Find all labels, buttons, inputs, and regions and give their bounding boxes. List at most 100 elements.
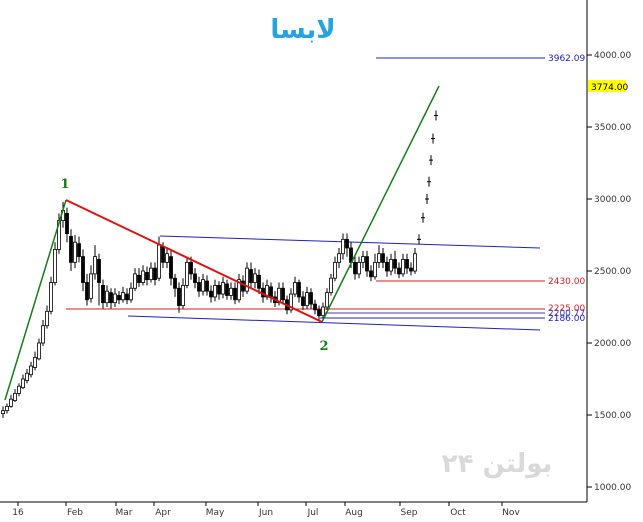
- candle-body: [109, 292, 113, 304]
- candle-body: [405, 259, 409, 269]
- y-tick-label-3500: 3500.00: [594, 123, 631, 133]
- candle-body: [229, 287, 233, 296]
- current-price-label: 3774.00: [591, 83, 628, 93]
- price-levels: 3962.09 2430.00 2225.00 2200.77 2186.00: [66, 54, 585, 324]
- y-tick-label-4000: 4000.00: [594, 51, 631, 61]
- candle-body: [277, 287, 281, 304]
- candle-body: [345, 238, 349, 249]
- candle-body: [361, 256, 365, 263]
- candle-body: [77, 243, 81, 257]
- candle-body: [205, 280, 209, 292]
- level-label-2225: 2225.00: [548, 304, 585, 314]
- candle-body: [373, 261, 377, 278]
- candle-body: [129, 287, 133, 301]
- wave-label-2: 2: [319, 339, 328, 354]
- x-tick-label-jun: Jun: [258, 508, 273, 518]
- candle-body: [45, 310, 49, 327]
- candle-body: [309, 292, 313, 305]
- x-ticks: 16 Feb Mar Apr May Jun Jul Aug Sep Oct N…: [12, 502, 520, 518]
- candle-body: [301, 296, 305, 306]
- candle-body: [241, 280, 245, 292]
- candle-body: [89, 273, 93, 299]
- candle-body: [141, 270, 145, 283]
- candle-body: [397, 267, 401, 275]
- candle-body: [25, 372, 29, 381]
- candle-body: [37, 342, 41, 360]
- candle-body: [29, 365, 33, 376]
- candle-body: [189, 261, 193, 275]
- candle-body: [201, 279, 205, 292]
- y-tick-label-2000: 2000.00: [594, 339, 631, 349]
- candle-body: [97, 259, 101, 283]
- candle-body: [389, 259, 393, 272]
- candle-body: [369, 270, 373, 278]
- candle-body: [305, 292, 309, 306]
- candle-body: [317, 309, 321, 317]
- candle-body: [245, 267, 249, 292]
- wave-3-line: [321, 85, 440, 323]
- y-tick-label-2500: 2500.00: [594, 267, 631, 277]
- candle-body: [53, 248, 57, 283]
- wave-2-line: [65, 199, 323, 323]
- candle-body: [41, 325, 45, 344]
- x-tick-label-oct: Oct: [450, 508, 466, 518]
- x-tick-label-jul: Jul: [307, 508, 319, 518]
- candle-body: [409, 267, 413, 272]
- candle-body: [377, 253, 381, 263]
- candle-body: [69, 236, 73, 263]
- y-ticks: 4000.00 3500.00 3000.00 2500.00 2000.00 …: [587, 51, 631, 493]
- candle-body: [5, 405, 9, 412]
- candle-body: [253, 273, 257, 283]
- candle-body: [137, 274, 141, 283]
- chart-title: لابسا: [270, 15, 335, 45]
- level-label-2430: 2430.00: [548, 277, 585, 287]
- y-tick-label-1500: 1500.00: [594, 411, 631, 421]
- candle-body: [257, 274, 261, 289]
- candle-body: [81, 256, 85, 283]
- current-price-badge: [588, 80, 626, 92]
- candle-body: [9, 398, 13, 407]
- candle-body: [281, 287, 285, 301]
- watermark: بولتن ۲۴: [442, 449, 553, 479]
- candle-body: [145, 272, 149, 281]
- candle-body: [329, 277, 333, 294]
- y-tick-label-1000: 1000.00: [594, 483, 631, 493]
- candle-body: [289, 293, 293, 311]
- y-tick-label-3000: 3000.00: [594, 195, 631, 205]
- x-tick-label-aug: Aug: [345, 508, 363, 518]
- level-label-3962: 3962.09: [548, 54, 585, 64]
- candle-body: [353, 261, 357, 275]
- candle-body: [1, 410, 5, 414]
- candle-body: [113, 293, 117, 304]
- candle-body: [165, 253, 169, 263]
- candle-body: [357, 261, 361, 275]
- channel-lower-line: [127, 315, 541, 331]
- candle-body: [265, 284, 269, 298]
- candle-body: [333, 261, 337, 279]
- candle-body: [221, 282, 225, 295]
- x-tick-label-mar: Mar: [116, 508, 133, 518]
- candle-body: [225, 283, 229, 296]
- candle-body: [85, 282, 89, 301]
- x-tick-label-sep: Sep: [401, 508, 418, 518]
- wave-label-1: 1: [60, 177, 69, 192]
- candle-body: [181, 284, 185, 306]
- candle-body: [393, 259, 397, 269]
- candle-body: [149, 267, 153, 281]
- x-tick-label-may: May: [206, 508, 225, 518]
- candle-body: [321, 306, 325, 317]
- candle-body: [269, 286, 273, 298]
- wave-1-line: [4, 199, 67, 401]
- candle-body: [17, 385, 21, 394]
- candle-body: [33, 356, 37, 368]
- level-label-2186: 2186.00: [548, 314, 585, 324]
- x-tick-label-nov: Nov: [502, 508, 520, 518]
- level-label-2200: 2200.77: [548, 309, 585, 319]
- candle-body: [65, 212, 69, 234]
- candle-body: [293, 282, 297, 295]
- candle-body: [237, 279, 241, 301]
- candle-body: [233, 287, 237, 301]
- candle-body: [365, 256, 369, 272]
